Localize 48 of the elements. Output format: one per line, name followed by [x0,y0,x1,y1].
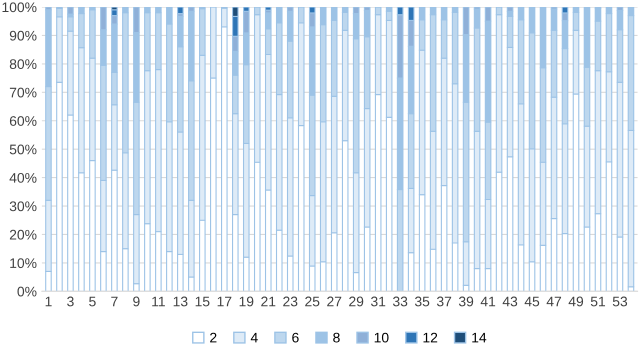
x-tick-label: 51 [590,296,606,306]
y-tick-label: 100% [2,2,37,12]
bar [177,7,184,14]
x-tick-label: 9 [133,296,140,306]
x-tick-label: 35 [414,296,430,306]
x-tick-label: 39 [458,296,474,306]
y-tick-label: 90% [10,30,37,41]
y-tick-label: 60% [10,116,37,126]
x-tick-label: 23 [283,296,298,306]
x-tick-label: 37 [436,296,452,306]
x-tick-label: 7 [111,296,118,306]
x-tick-label: 19 [240,296,254,306]
x-tick-label: 31 [370,296,386,306]
x-tick-label: 15 [196,296,210,306]
x-tick-label: 33 [392,296,408,306]
x-tick-label: 53 [612,296,628,306]
x-tick-label: 29 [349,296,364,306]
x-tick-label: 11 [152,296,165,306]
y-tick-label: 0% [17,286,37,296]
y-tick-label: 80% [10,59,37,70]
legend-label: 6 [292,332,299,343]
y-tick-label: 10% [10,258,37,268]
legend-label: 4 [250,332,258,342]
x-tick-label: 27 [327,296,342,306]
x-tick-label: 21 [261,296,276,306]
x-tick-label: 13 [174,296,188,306]
y-tick-label: 50% [10,144,37,154]
legend-label: 14 [472,332,486,342]
x-tick-label: 45 [524,296,540,306]
y-tick-label: 30% [10,201,37,212]
y-tick-label: 20% [10,230,37,240]
x-tick-label: 1 [46,296,52,306]
x-tick-label: 49 [568,296,584,306]
legend-label: 10 [374,332,389,343]
x-tick-label: 47 [546,296,562,306]
x-tick-label: 25 [305,296,320,306]
legend-label: 2 [210,332,216,342]
y-tick-label: 40% [10,172,37,183]
x-tick-label: 17 [218,296,232,306]
legend-label: 12 [423,332,438,342]
x-tick-label: 43 [502,296,518,306]
bar [264,7,272,11]
bar [67,7,74,15]
y-tick-label: 70% [10,88,37,98]
x-tick-label: 5 [89,296,96,306]
x-tick-label: 41 [480,296,496,306]
legend-label: 8 [333,332,340,343]
x-tick-label: 3 [67,296,74,306]
